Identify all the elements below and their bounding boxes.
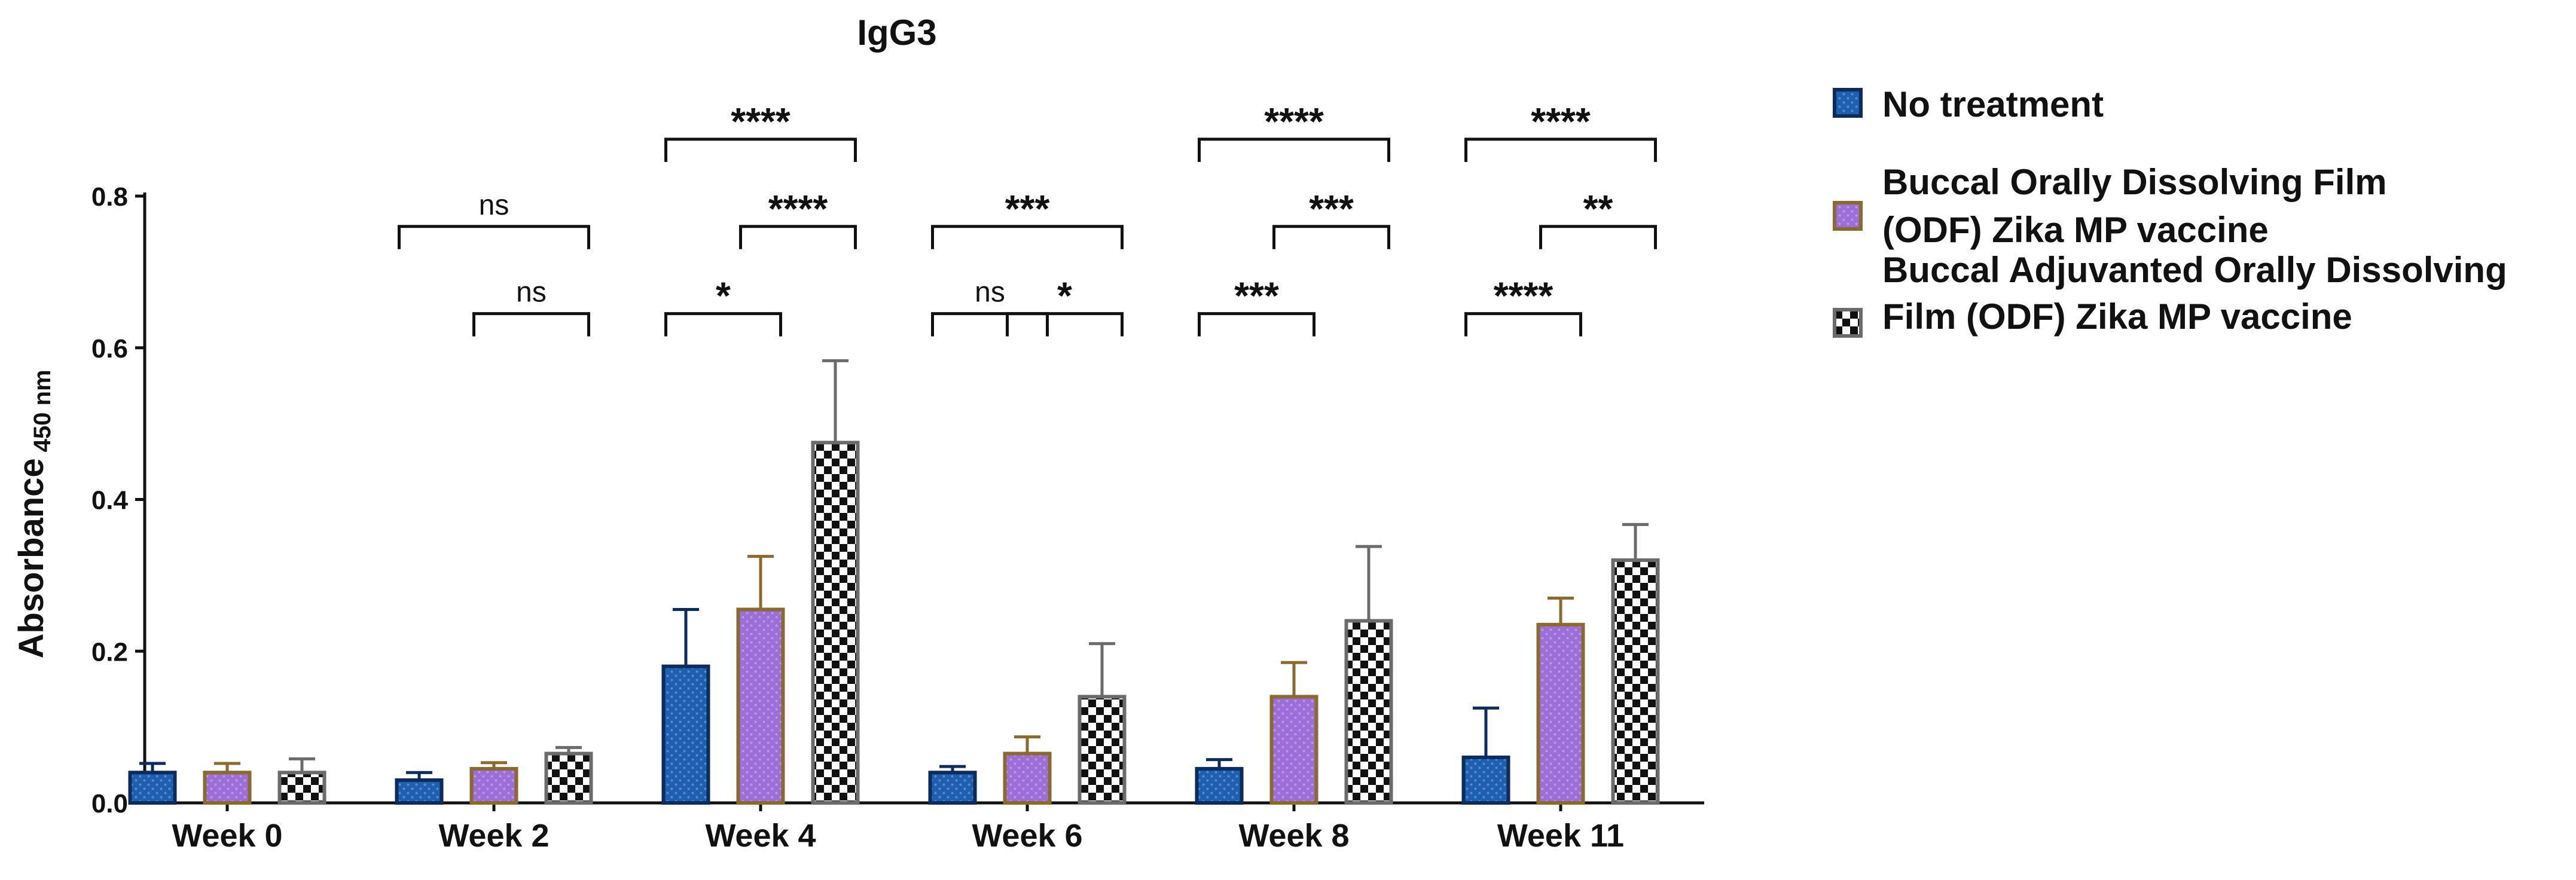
bar bbox=[1461, 755, 1510, 805]
significance-label: **** bbox=[1264, 100, 1324, 143]
significance-bracket bbox=[1464, 138, 1657, 162]
significance-bracket bbox=[664, 138, 857, 162]
bars bbox=[128, 441, 1660, 805]
bar bbox=[1269, 695, 1318, 805]
chart-title: IgG3 bbox=[857, 13, 936, 53]
significance-label: ns bbox=[479, 190, 509, 221]
significance-label: ns bbox=[975, 277, 1005, 308]
x-tick-label: Week 0 bbox=[172, 818, 282, 854]
legend-label-odf-vaccine: Buccal Orally Dissolving Film (ODF) Zika… bbox=[1882, 162, 2397, 250]
significance-label: ns bbox=[516, 277, 547, 308]
significance-label: *** bbox=[1005, 187, 1050, 230]
significance-bracket bbox=[1272, 225, 1390, 249]
x-tick-label: Week 11 bbox=[1497, 818, 1624, 854]
bar bbox=[128, 771, 177, 805]
significance-label: *** bbox=[1234, 274, 1279, 317]
significance-bracket bbox=[931, 225, 1124, 249]
bar bbox=[1078, 695, 1127, 805]
y-axis-label-main: Absorbance bbox=[12, 458, 51, 658]
significance-label: **** bbox=[768, 187, 828, 230]
significance-bracket bbox=[1006, 312, 1124, 337]
significance-label: *** bbox=[1309, 187, 1354, 230]
legend-label-adjuvanted-odf-vaccine: Buccal Adjuvanted Orally Dissolving Film… bbox=[1882, 250, 2517, 337]
significance-label: * bbox=[716, 274, 731, 317]
bar bbox=[1344, 619, 1393, 805]
significance-bracket bbox=[1198, 312, 1316, 337]
significance-label: **** bbox=[731, 100, 790, 143]
significance-bracket bbox=[1539, 225, 1657, 249]
bar bbox=[661, 664, 710, 805]
significance-label: **** bbox=[1494, 274, 1553, 317]
legend-swatch-no-treatment bbox=[1833, 88, 1863, 118]
legend-label-no-treatment: No treatment bbox=[1882, 84, 2104, 124]
bar bbox=[544, 751, 593, 805]
y-tick-label: 0.8 bbox=[91, 182, 128, 212]
significance-bracket bbox=[398, 225, 590, 249]
significance-bracket bbox=[739, 225, 857, 249]
y-tick-label: 0.4 bbox=[91, 486, 129, 515]
y-tick-label: 0.0 bbox=[91, 789, 128, 818]
y-tick-label: 0.6 bbox=[91, 334, 128, 363]
bar bbox=[928, 771, 977, 805]
y-tick-label: 0.2 bbox=[91, 637, 128, 667]
significance-bracket bbox=[1198, 138, 1390, 162]
bar bbox=[203, 771, 252, 805]
bar bbox=[395, 778, 444, 805]
legend-swatch-adjuvanted-odf-vaccine bbox=[1833, 308, 1863, 338]
x-tick-label: Week 6 bbox=[972, 818, 1082, 854]
significance-bracket bbox=[931, 312, 1049, 337]
error-bars bbox=[139, 359, 1649, 780]
significance-label: **** bbox=[1531, 100, 1591, 143]
bar bbox=[811, 441, 860, 805]
axes: 0.0 0.2 0.4 0.6 0.8 Week 0 Week 2 Week 4 Week 6 W… bbox=[91, 182, 1704, 854]
significance-bracket bbox=[472, 312, 590, 337]
x-tick-label: Week 4 bbox=[705, 818, 816, 854]
x-tick-label: Week 2 bbox=[438, 818, 549, 854]
bar bbox=[1195, 766, 1244, 805]
bar bbox=[469, 766, 518, 805]
bar bbox=[1611, 558, 1660, 805]
legend: No treatment Buccal Orally Dissolving Fi… bbox=[1833, 84, 2517, 338]
y-axis-label-sub: 450 nm bbox=[29, 369, 56, 452]
significance-label: ** bbox=[1583, 187, 1613, 230]
bar bbox=[1003, 751, 1052, 805]
bar bbox=[277, 771, 326, 805]
bar bbox=[1536, 622, 1585, 805]
y-axis-label: Absorbance 450 nm bbox=[12, 369, 56, 658]
x-tick-label: Week 8 bbox=[1238, 818, 1349, 854]
bar bbox=[736, 607, 785, 805]
legend-swatch-odf-vaccine bbox=[1833, 201, 1863, 231]
significance-bracket bbox=[664, 312, 782, 337]
significance-label: * bbox=[1057, 274, 1072, 317]
significance-bracket bbox=[1464, 312, 1582, 337]
